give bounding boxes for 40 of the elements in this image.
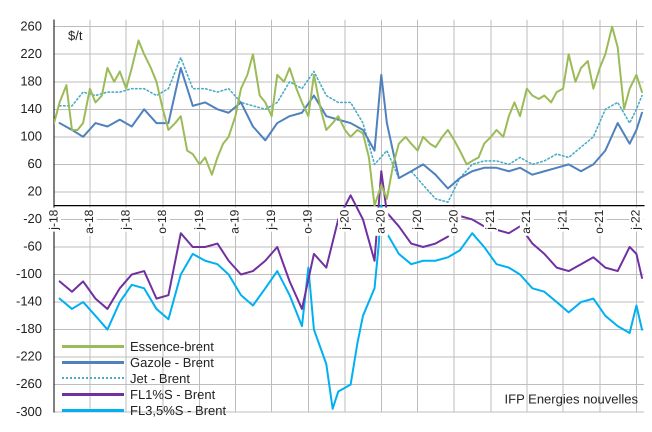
x-tick-label: j-21 (483, 209, 498, 231)
y-tick-label: 180 (20, 73, 42, 88)
legend-label: FL3,5%S - Brent (130, 402, 226, 418)
x-tick-label: o-18 (155, 209, 170, 234)
x-tick-label: o-19 (300, 209, 315, 234)
x-tick-label: j-18 (46, 209, 60, 231)
x-tick-label: a-21 (519, 209, 534, 234)
legend-label: Essence-brent (130, 338, 214, 354)
x-tick-label: a-19 (228, 209, 242, 234)
legend-label: FL1%S - Brent (130, 386, 216, 402)
y-tick-label: 60 (28, 156, 42, 171)
y-tick-label: -260 (16, 376, 42, 392)
x-tick-label: j-20 (337, 209, 352, 231)
y-tick-label: -20 (23, 211, 42, 226)
x-tick-label: j-19 (192, 209, 206, 231)
y-tick-label: -220 (16, 348, 42, 364)
x-tick-label: o-20 (446, 209, 461, 234)
x-tick-label: j-21 (555, 209, 570, 231)
x-tick-label: a-18 (82, 209, 96, 234)
y-tick-label: 100 (20, 128, 42, 144)
annotation: IFP Energies nouvelles (504, 391, 638, 406)
y-tick-label: 140 (20, 100, 42, 116)
x-tick-label: j-19 (264, 209, 278, 231)
x-tick-label: j-20 (410, 209, 424, 231)
x-tick-label: a-20 (374, 209, 388, 234)
y-tick-label: 20 (28, 183, 42, 198)
y-tick-label: -180 (16, 321, 42, 336)
x-tick-label: j-22 (628, 209, 643, 231)
legend-label: Jet - Brent (130, 370, 190, 386)
line-series (58, 56, 643, 204)
y-tick-label: 220 (20, 46, 42, 61)
y-tick-label: -60 (23, 238, 42, 254)
y-tick-label: 260 (20, 18, 42, 34)
y-tick-label: -300 (16, 404, 42, 419)
y-tick-label: -140 (16, 294, 42, 309)
y-axis-title: $/t (68, 28, 83, 43)
x-tick-label: j-18 (118, 209, 132, 231)
y-tick-label: -100 (16, 266, 42, 282)
legend-label: Gazole - Brent (130, 354, 214, 370)
x-tick-label: o-21 (592, 209, 606, 234)
